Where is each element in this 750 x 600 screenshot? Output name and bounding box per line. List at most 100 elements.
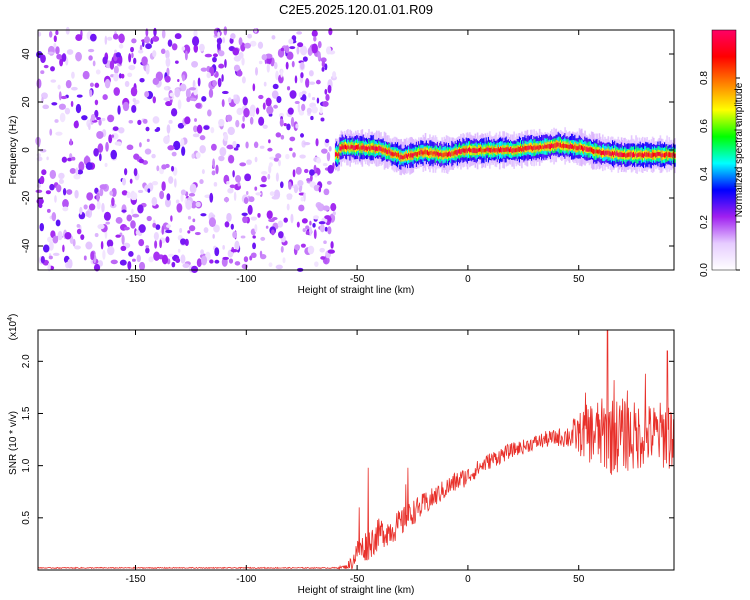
signal-cell [463,148,466,153]
noise-cell [319,247,325,253]
noise-cell [173,178,177,188]
noise-cell [42,104,50,110]
noise-cell [250,252,257,259]
noise-cell [62,206,69,212]
noise-cell [211,170,216,176]
noise-cell [55,46,60,55]
noise-cell [233,94,237,99]
signal-cell [575,145,578,150]
noise-cell [176,203,183,213]
signal-cell [478,148,481,152]
signal-cell [410,153,412,158]
noise-cell [185,200,193,210]
noise-cell [65,79,72,89]
noise-cell [241,212,248,217]
signal-cell [629,152,632,157]
signal-cell [486,147,489,152]
noise-cell [297,102,301,113]
noise-cell [173,140,181,151]
signal-cell [548,144,551,149]
noise-cell [300,72,304,79]
noise-cell [142,118,148,124]
signal-cell [393,152,396,157]
noise-cell [275,153,282,159]
signal-cell [452,151,455,156]
signal-cell [625,153,627,158]
noise-cell [259,250,263,257]
signal-cell [405,153,408,158]
x-tick-label: 0 [465,274,471,285]
signal-cell [408,153,410,157]
signal-cell [578,144,581,150]
noise-cell [96,131,104,139]
noise-cell [168,119,173,124]
noise-cell [207,109,212,117]
signal-cell [541,145,543,150]
noise-cell [180,238,187,245]
noise-cell [104,35,108,45]
noise-cell [75,34,83,41]
noise-cell [210,126,215,134]
noise-cell [212,53,219,58]
signal-cell [601,150,604,155]
noise-cell [104,78,111,89]
signal-cell [367,146,369,151]
noise-cell [153,251,160,261]
signal-cell [404,153,407,159]
signal-cell [375,146,378,151]
signal-cell [508,148,511,153]
colorbar-tick-label: 0.0 [699,263,710,277]
signal-cell [378,145,380,151]
noise-cell [233,191,237,202]
noise-cell [99,184,108,190]
signal-cell [342,145,345,150]
signal-cell [504,147,507,153]
noise-cell [187,230,191,234]
signal-cell [476,148,479,154]
noise-cell [254,224,258,233]
noise-cell [165,236,170,244]
signal-cell [642,153,645,158]
noise-cell [306,107,312,115]
noise-cell [195,102,202,109]
noise-cell [73,173,81,180]
signal-cell [551,143,553,149]
noise-cell [181,146,186,157]
signal-cell [352,145,355,151]
y-tick-label: 20 [21,96,32,108]
signal-cell [583,147,585,152]
noise-cell [174,60,179,64]
signal-cell [636,153,638,158]
noise-cell [198,43,205,52]
signal-cell [554,143,556,148]
signal-cell [356,145,358,150]
noise-cell [195,201,201,208]
noise-cell [168,176,174,184]
signal-cell [544,144,546,149]
noise-cell [90,251,95,261]
noise-cell [200,213,207,217]
signal-cell [339,146,342,151]
noise-cell [254,156,258,163]
noise-cell [103,211,111,221]
noise-cell [122,101,130,112]
noise-cell [137,119,142,126]
noise-cell [111,134,115,138]
signal-cell [455,149,458,155]
noise-cell [196,124,203,134]
noise-cell [110,259,118,265]
noise-cell [288,181,292,190]
noise-cell [48,255,53,260]
signal-cell [648,151,651,157]
noise-cell [189,183,197,194]
signal-cell [340,146,343,151]
noise-cell [121,177,127,186]
noise-cell [53,35,57,43]
signal-cell [519,145,522,151]
signal-cell [424,149,427,155]
noise-cell [262,124,268,129]
noise-cell [85,241,93,250]
noise-cell [105,141,109,152]
noise-cell [213,182,218,187]
signal-cell [545,145,548,149]
